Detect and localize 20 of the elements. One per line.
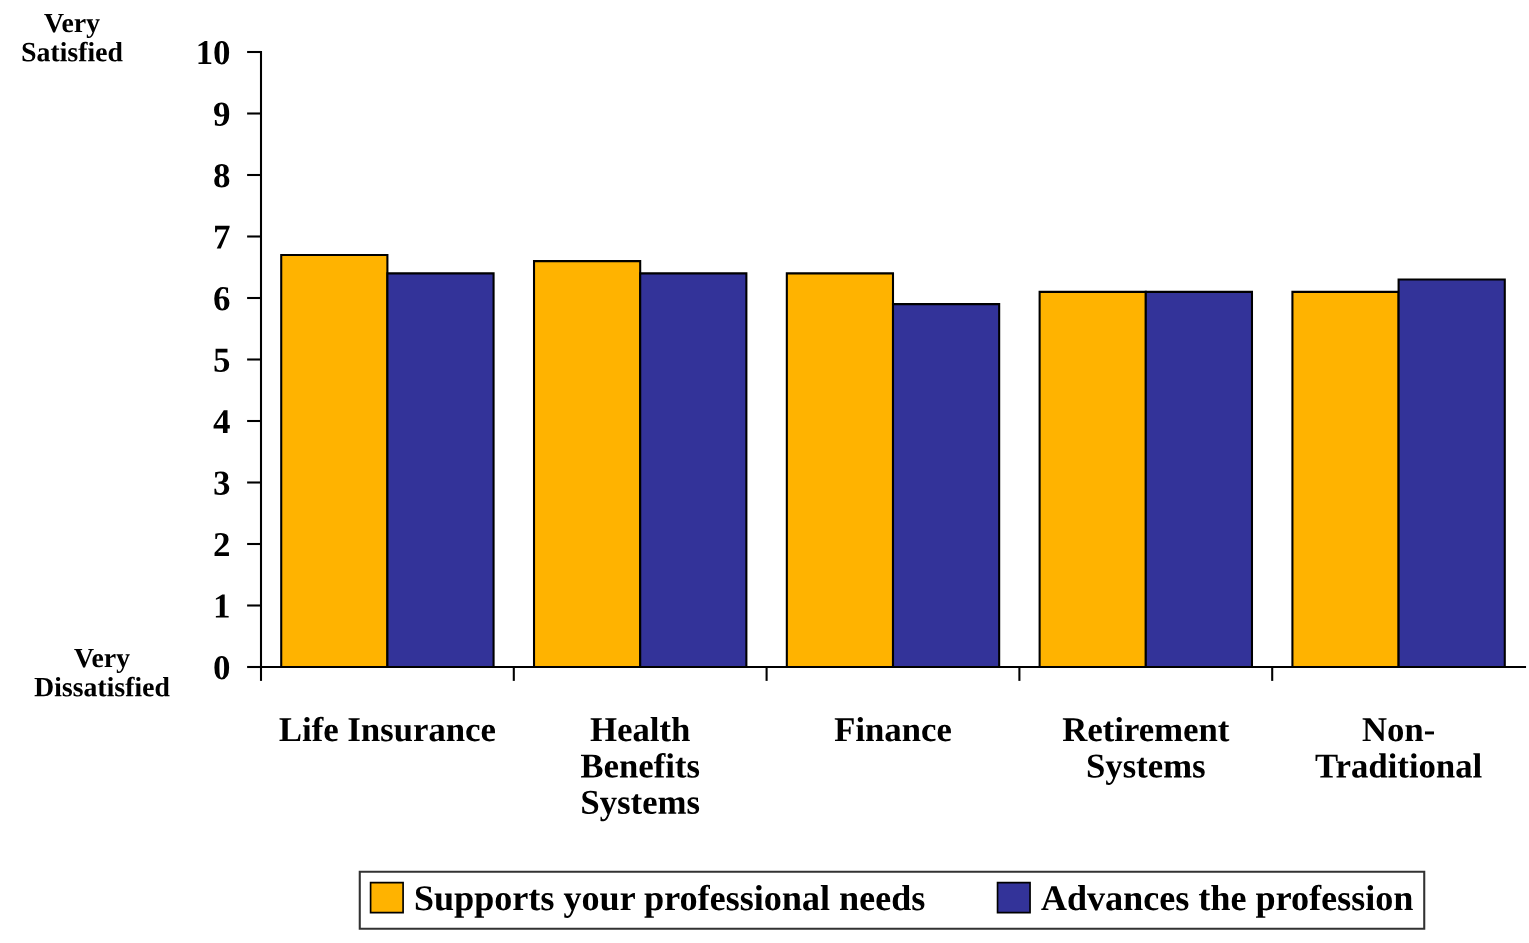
y-tick-label: 6: [214, 287, 230, 311]
text: Very Dissatisfied: [34, 648, 170, 697]
x-tick-label: Health Benefits Systems: [580, 717, 700, 822]
y-tick-label: 8: [214, 163, 230, 188]
y-tick-label: 5: [214, 348, 230, 372]
y-tick-label: 4: [213, 410, 230, 434]
y-tick-label: 7: [215, 225, 230, 249]
y-tick-label: 3: [214, 471, 230, 495]
legend-label: Advances the profession: [1041, 884, 1413, 918]
y-tick-label: 2: [214, 533, 229, 557]
y-tick-label: 9: [214, 102, 230, 126]
y-tick-label: 0: [214, 655, 230, 680]
legend-label: Supports your professional needs: [415, 884, 925, 918]
x-tick-label: Life Insurance: [279, 716, 496, 742]
x-tick-label: Retirement Systems: [1062, 717, 1230, 785]
x-tick-label: Non- Traditional: [1315, 718, 1482, 778]
text: Very Satisfied: [22, 13, 123, 62]
y-tick-label: 1: [215, 594, 229, 618]
x-tick-label: Finance: [834, 717, 951, 742]
y-tick-label: 10: [198, 40, 230, 65]
